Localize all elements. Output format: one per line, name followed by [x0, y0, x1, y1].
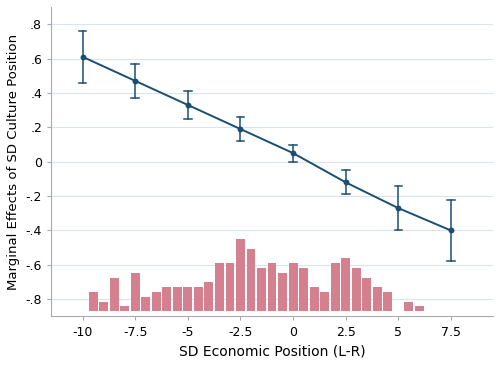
Bar	[204, 283, 214, 311]
Bar	[152, 292, 160, 311]
Bar	[226, 263, 234, 311]
Point	[236, 126, 244, 132]
Bar	[310, 287, 318, 311]
Y-axis label: Marginal Effects of SD Culture Position: Marginal Effects of SD Culture Position	[7, 34, 20, 290]
Bar	[404, 302, 413, 311]
Bar	[246, 249, 256, 311]
Bar	[331, 263, 340, 311]
Bar	[215, 263, 224, 311]
X-axis label: SD Economic Position (L-R): SD Economic Position (L-R)	[178, 344, 366, 358]
Bar	[299, 268, 308, 311]
Bar	[384, 292, 392, 311]
Bar	[236, 239, 245, 311]
Point	[131, 78, 139, 84]
Bar	[120, 307, 129, 311]
Bar	[194, 287, 203, 311]
Bar	[162, 287, 171, 311]
Point	[78, 54, 86, 60]
Point	[184, 102, 192, 108]
Bar	[257, 268, 266, 311]
Bar	[278, 273, 287, 311]
Bar	[173, 287, 182, 311]
Bar	[288, 263, 298, 311]
Bar	[131, 273, 140, 311]
Point	[342, 180, 349, 185]
Point	[447, 227, 455, 233]
Bar	[99, 302, 108, 311]
Bar	[142, 297, 150, 311]
Bar	[373, 287, 382, 311]
Bar	[342, 258, 350, 311]
Bar	[268, 263, 276, 311]
Bar	[415, 307, 424, 311]
Bar	[362, 278, 371, 311]
Bar	[352, 268, 360, 311]
Bar	[110, 278, 118, 311]
Bar	[320, 292, 329, 311]
Bar	[88, 292, 98, 311]
Point	[289, 150, 297, 156]
Point	[394, 205, 402, 211]
Bar	[184, 287, 192, 311]
